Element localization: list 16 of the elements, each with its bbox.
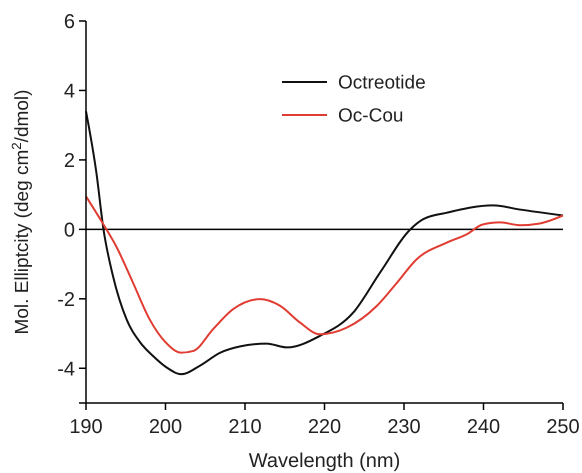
y-tick-label: 0 (64, 219, 75, 242)
y-tick-label: -2 (57, 288, 75, 311)
x-tick-label: 220 (308, 416, 342, 438)
x-tick-label: 190 (69, 416, 103, 438)
legend-label: Oc-Cou (338, 106, 404, 127)
y-tick-label: 6 (64, 11, 75, 33)
y-tick-label: 2 (64, 150, 75, 172)
x-axis-title: Wavelength (nm) (248, 450, 400, 472)
y-tick-label: -4 (57, 358, 75, 380)
x-tick-label: 240 (466, 416, 500, 438)
x-tick-label: 200 (148, 416, 182, 438)
x-tick-label: 250 (546, 416, 580, 438)
y-tick-label: 4 (64, 80, 75, 102)
legend-label: Octreotide (338, 72, 426, 94)
x-tick-label: 210 (228, 416, 262, 438)
x-tick-label: 230 (387, 416, 421, 438)
